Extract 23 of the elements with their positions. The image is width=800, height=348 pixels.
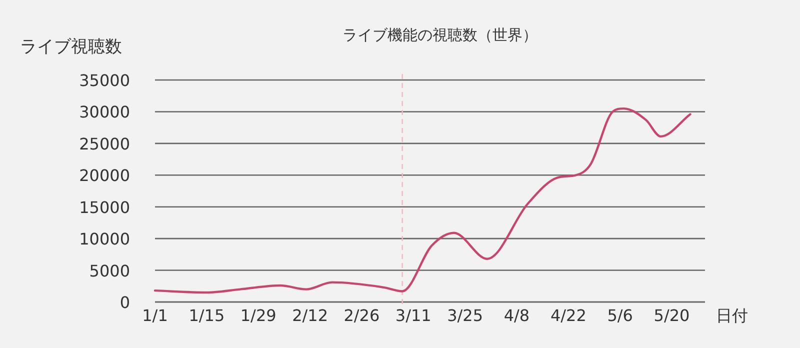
y-tick-label: 20000 <box>79 166 130 186</box>
x-tick-label: 3/11 <box>395 306 432 325</box>
x-axis-title: 日付 <box>716 306 748 325</box>
x-tick-label: 1/29 <box>240 306 276 325</box>
x-tick-label: 1/1 <box>142 306 168 325</box>
x-tick-label: 4/22 <box>550 306 586 325</box>
x-tick-label: 5/6 <box>607 306 633 325</box>
x-tick-label: 2/12 <box>292 306 328 325</box>
y-tick-label: 5000 <box>89 261 130 280</box>
y-tick-label: 15000 <box>79 198 130 217</box>
y-tick-label: 0 <box>120 293 130 312</box>
x-tick-label: 5/20 <box>654 306 690 325</box>
x-tick-label: 4/8 <box>504 306 530 325</box>
y-tick-label: 10000 <box>79 230 130 249</box>
x-tick-label: 3/25 <box>447 306 484 325</box>
y-tick-label: 35000 <box>79 71 130 90</box>
chart-title: ライブ機能の視聴数（世界） <box>342 26 538 44</box>
x-tick-label: 1/15 <box>188 306 225 325</box>
line-series <box>154 107 692 294</box>
y-axis-title: ライブ視聴数 <box>20 37 122 57</box>
y-tick-label: 25000 <box>79 134 130 154</box>
x-tick-label: 2/26 <box>344 306 380 325</box>
y-tick-label: 30000 <box>79 102 130 122</box>
